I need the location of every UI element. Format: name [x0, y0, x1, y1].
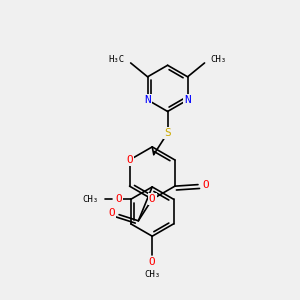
Text: O: O: [126, 155, 133, 165]
Text: N: N: [184, 95, 191, 105]
Text: S: S: [164, 128, 171, 138]
Text: H₃C: H₃C: [108, 56, 124, 64]
Text: O: O: [149, 257, 156, 267]
Text: O: O: [202, 180, 209, 190]
Text: O: O: [108, 208, 115, 218]
Text: CH₃: CH₃: [211, 56, 227, 64]
Text: CH₃: CH₃: [82, 195, 98, 204]
Text: CH₃: CH₃: [144, 270, 160, 279]
Text: O: O: [149, 194, 156, 204]
Text: O: O: [115, 194, 122, 204]
Text: N: N: [144, 95, 151, 105]
